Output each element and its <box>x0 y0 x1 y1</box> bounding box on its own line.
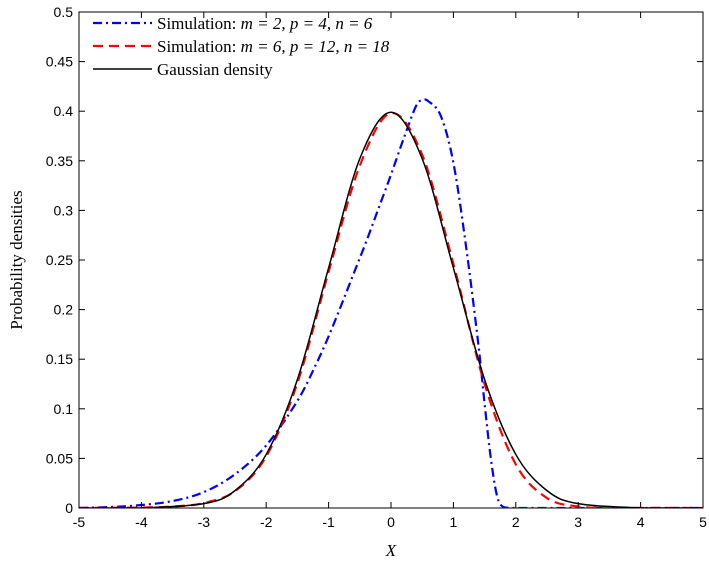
series-sim-m6-line <box>79 112 703 508</box>
series-sim-m2-line <box>79 98 703 508</box>
y-axis-label: Probability densities <box>7 190 26 329</box>
legend-entry-label: Simulation: m = 2, p = 4, n = 6 <box>157 14 373 33</box>
y-tick-label: 0.2 <box>54 302 74 318</box>
x-tick-label: -1 <box>322 514 335 530</box>
y-tick-label: 0 <box>65 500 73 516</box>
legend-entry-params: m = 2, p = 4, n = 6 <box>241 14 373 33</box>
x-tick-label: -2 <box>260 514 273 530</box>
x-tick-label: 1 <box>450 514 458 530</box>
x-axis-label: X <box>385 541 397 560</box>
legend-entry-label: Gaussian density <box>157 60 273 79</box>
y-tick-label: 0.5 <box>54 4 74 20</box>
y-tick-label: 0.25 <box>46 252 73 268</box>
legend-entry-prefix: Simulation: <box>157 37 241 56</box>
legend-entry-prefix: Simulation: <box>157 14 241 33</box>
y-tick-label: 0.05 <box>46 450 73 466</box>
x-tick-label: 0 <box>387 514 395 530</box>
y-tick-label: 0.35 <box>46 153 73 169</box>
legend-entry-label: Simulation: m = 6, p = 12, n = 18 <box>157 37 390 56</box>
x-tick-label: -5 <box>73 514 86 530</box>
legend: Simulation: m = 2, p = 4, n = 6Simulatio… <box>93 14 390 79</box>
axis-ticks <box>78 11 704 509</box>
plot-area-frame <box>78 11 704 509</box>
y-tick-label: 0.1 <box>54 401 74 417</box>
x-tick-label: 3 <box>574 514 582 530</box>
x-tick-label: -3 <box>198 514 211 530</box>
x-tick-label: -4 <box>135 514 148 530</box>
series-layer <box>79 98 703 508</box>
y-tick-label: 0.15 <box>46 351 73 367</box>
legend-entry-prefix: Gaussian density <box>157 60 273 79</box>
x-tick-label: 4 <box>637 514 645 530</box>
y-tick-label: 0.4 <box>54 103 74 119</box>
axis-tick-labels: -5 -4 -3 -2 -1 0 1 2 3 4 5 0 0.05 0.1 0.15 0.2 0.25 0.3 0.… <box>46 4 707 530</box>
x-tick-label: 2 <box>512 514 520 530</box>
x-tick-label: 5 <box>699 514 707 530</box>
legend-entry-params: m = 6, p = 12, n = 18 <box>241 37 390 56</box>
y-tick-label: 0.3 <box>54 202 74 218</box>
y-tick-label: 0.45 <box>46 54 73 70</box>
series-gaussian-line <box>79 111 703 508</box>
